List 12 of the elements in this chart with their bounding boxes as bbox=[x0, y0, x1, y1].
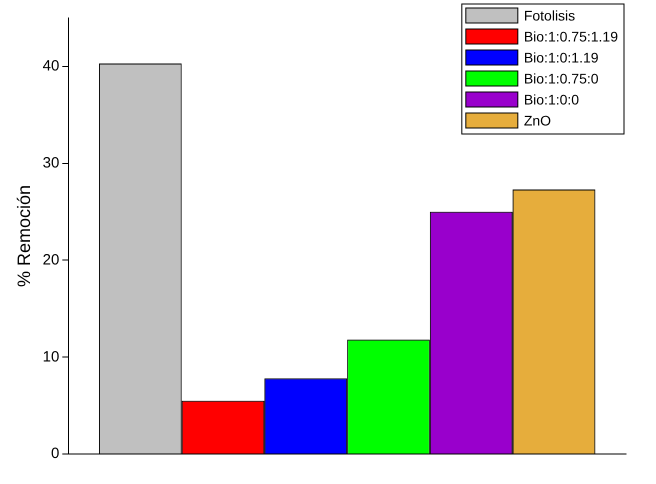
y-tick-label: 0 bbox=[50, 445, 60, 462]
y-axis-title: % Remoción bbox=[14, 184, 34, 288]
y-tick-label: 40 bbox=[42, 58, 60, 75]
y-tick-label: 10 bbox=[42, 348, 60, 366]
legend-label: ZnO bbox=[524, 112, 552, 128]
legend-label: Bio:1:0.75:1.19 bbox=[524, 28, 618, 44]
legend-label: Bio:1:0.75:0 bbox=[524, 70, 599, 86]
legend-label: Bio:1:0:1.19 bbox=[524, 49, 599, 66]
legend-label: Bio:1:0:0 bbox=[524, 91, 580, 108]
y-tick-label: 20 bbox=[42, 251, 60, 268]
y-tick-label: 30 bbox=[42, 154, 60, 172]
legend-label: Fotolisis bbox=[524, 7, 576, 24]
